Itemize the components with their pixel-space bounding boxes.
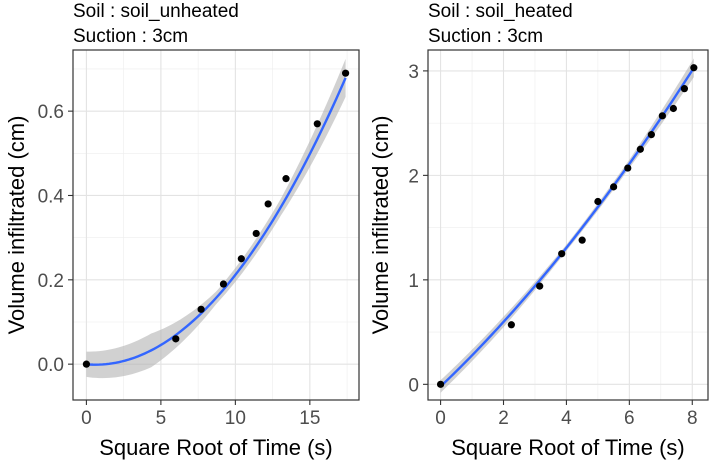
data-point [237,255,245,263]
x-tick-label: 6 [624,408,635,429]
data-point [197,305,205,313]
x-axis-title: Square Root of Time (s) [451,435,685,460]
x-tick-label: 4 [561,408,572,429]
panel-border [427,49,709,401]
data-point [341,69,350,77]
data-point [624,164,632,172]
data-point [669,104,677,113]
confidence-ribbon [440,58,694,393]
x-tick-label: 8 [687,408,698,429]
data-point [264,200,272,208]
x-tick-label: 0 [435,408,446,429]
panel-soil-unheated: Soil : soil_unheated Suction : 3cm Volum… [4,1,360,460]
panel-title-line-2: Suction : 3cm [73,26,188,47]
y-tick-label: 0.2 [38,271,64,292]
x-tick-label: 5 [156,408,167,429]
panel-soil-heated: Soil : soil_heated Suction : 3cm Volume … [368,1,709,460]
data-point [219,280,228,288]
data-point [82,360,91,368]
data-point [436,380,445,388]
data-point [680,85,689,93]
data-point [282,175,290,183]
data-point [636,145,644,153]
data-point [690,64,698,72]
y-tick-label: 0 [408,375,419,396]
panel-border [72,49,360,401]
data-point [647,131,655,139]
data-point [313,120,321,128]
y-tick-label: 1 [408,271,419,292]
y-tick-label: 0.6 [38,102,64,123]
plot-background [73,50,359,400]
data-point [507,321,515,329]
data-point [172,335,180,343]
data-point [594,197,602,206]
fit-line [86,77,347,366]
data-point [658,112,666,120]
data-point [558,250,566,258]
y-axis-title: Volume infiltrated (cm) [368,116,393,335]
y-tick-label: 0.4 [38,186,65,207]
y-tick-label: 0.0 [38,355,64,376]
panel-title-line-2: Suction : 3cm [428,26,543,47]
x-axis-title: Square Root of Time (s) [99,435,333,460]
y-axis-title: Volume infiltrated (cm) [4,116,29,335]
x-tick-label: 15 [299,408,320,429]
x-tick-label: 0 [81,408,92,429]
panel-title-line-1: Soil : soil_unheated [73,1,239,22]
data-point [252,229,260,238]
data-point [578,236,586,244]
y-tick-label: 2 [408,166,419,187]
x-tick-label: 10 [225,408,246,429]
data-point [536,282,544,290]
plot-background [428,50,708,400]
y-tick-label: 3 [408,62,419,83]
data-point [610,183,618,191]
x-tick-label: 2 [498,408,509,429]
panel-title-line-1: Soil : soil_heated [428,1,573,22]
